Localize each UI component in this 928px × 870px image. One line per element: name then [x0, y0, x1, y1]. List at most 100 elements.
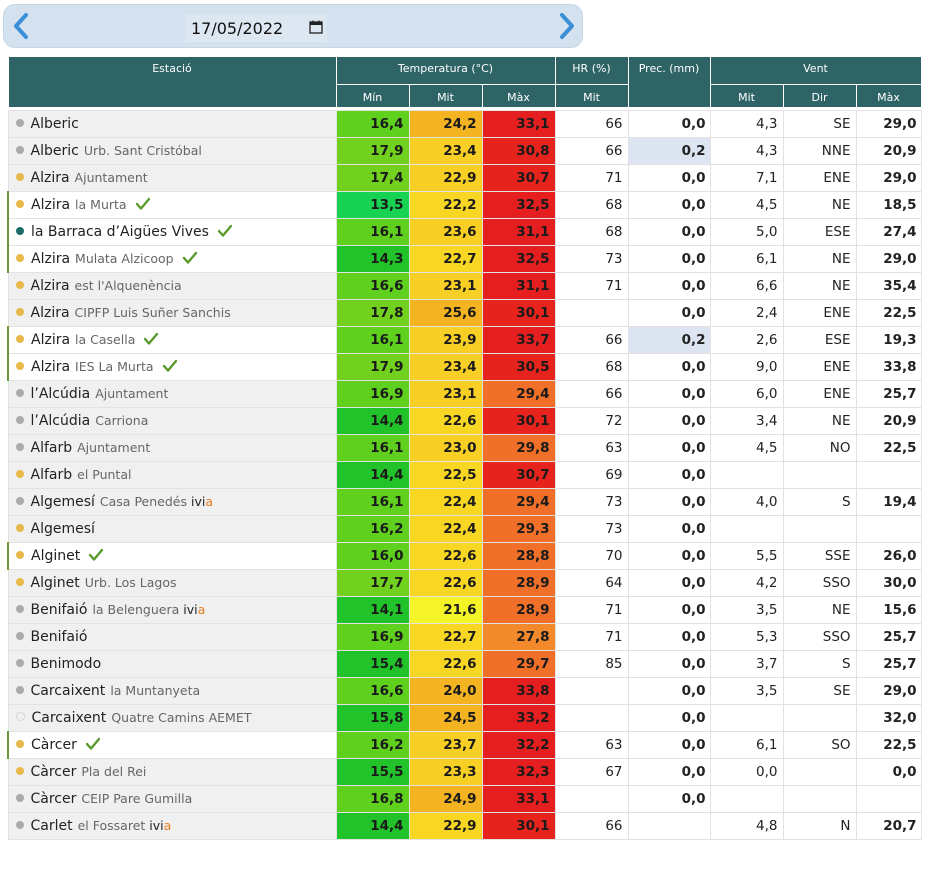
station-cell[interactable]: Alzira la Murta: [7, 191, 337, 219]
table-row[interactable]: Alzira la Casella 16,1 23,9 33,7 66 0,2 2,6 ESE 1…: [7, 326, 922, 354]
date-picker[interactable]: [185, 14, 327, 42]
header-temp-max[interactable]: Màx: [481, 84, 556, 108]
temp-mit-cell: 24,2: [408, 110, 483, 138]
station-cell[interactable]: Alfarb Ajuntament: [7, 434, 337, 462]
station-cell[interactable]: Benifaió la Belenguera ivia: [7, 596, 337, 624]
date-navigation-bar: [3, 4, 583, 48]
station-name[interactable]: Alzira: [31, 197, 71, 213]
header-station[interactable]: Estació: [7, 56, 337, 108]
header-temp-min[interactable]: Mín: [335, 84, 410, 108]
table-row[interactable]: Alzira Mulata Alzicoop 14,3 22,7 32,5 73 0,0 6,…: [7, 245, 922, 273]
station-cell[interactable]: Alginet: [7, 542, 337, 570]
station-cell[interactable]: Benifaió: [7, 623, 337, 651]
station-cell[interactable]: l’Alcúdia Ajuntament: [7, 380, 337, 408]
check-icon: [217, 224, 233, 237]
station-cell[interactable]: Càrcer Pla del Rei: [7, 758, 337, 786]
table-row[interactable]: l’Alcúdia Ajuntament 16,9 23,1 29,4 66 0,0 6,0 E…: [7, 380, 922, 408]
station-name[interactable]: Alzira: [30, 305, 70, 321]
table-row[interactable]: Alzira la Murta 13,5 22,2 32,5 68 0,0 4,5 NE 18,5: [7, 191, 922, 219]
station-cell[interactable]: Alzira est l'Alquenència: [7, 272, 337, 300]
station-cell[interactable]: Alzira IES La Murta: [7, 353, 337, 381]
table-row[interactable]: Algemesí Casa Penedés ivia 16,1 22,4 29,4 73 0,…: [7, 488, 922, 516]
table-row[interactable]: Càrcer 16,2 23,7 32,2 63 0,0 6,1 SO 22,5: [7, 731, 922, 759]
table-row[interactable]: Alginet Urb. Los Lagos 17,7 22,6 28,9 64 0,0 4,…: [7, 569, 922, 597]
station-cell[interactable]: la Barraca d’Aigües Vives: [7, 218, 337, 246]
station-cell[interactable]: Alginet Urb. Los Lagos: [7, 569, 337, 597]
station-cell[interactable]: Algemesí Casa Penedés ivia: [7, 488, 337, 516]
table-row[interactable]: Alzira Ajuntament 17,4 22,9 30,7 71 0,0 7,1 ENE 2…: [7, 164, 922, 192]
station-name[interactable]: Carcaixent: [31, 710, 107, 726]
table-row[interactable]: la Barraca d’Aigües Vives 16,1 23,6 31,1 68 0…: [7, 218, 922, 246]
header-precipitation[interactable]: Prec. (mm): [627, 56, 711, 108]
station-name[interactable]: Alzira: [30, 170, 70, 186]
table-row[interactable]: Alzira CIPFP Luis Suñer Sanchis 17,8 25,6 30…: [7, 299, 922, 327]
station-name[interactable]: Benifaió: [30, 602, 88, 618]
table-row[interactable]: Alfarb Ajuntament 16,1 23,0 29,8 63 0,0 4,5 NO 22…: [7, 434, 922, 462]
station-name[interactable]: Carcaixent: [30, 683, 106, 699]
table-row[interactable]: Alfarb el Puntal 14,4 22,5 30,7 69 0,0: [7, 461, 922, 489]
header-wind-mit[interactable]: Mit: [709, 84, 784, 108]
header-temp-mit[interactable]: Mit: [408, 84, 483, 108]
previous-day-button[interactable]: [8, 9, 34, 43]
table-row[interactable]: Càrcer CEIP Pare Gumilla 16,8 24,9 33,1 0,0: [7, 785, 922, 813]
table-row[interactable]: Carcaixent Quatre Camins AEMET 15,8 24,5 33,…: [7, 704, 922, 732]
station-name[interactable]: Algemesí: [30, 494, 95, 510]
table-row[interactable]: Alzira IES La Murta 17,9 23,4 30,5 68 0,0 9,0 EN…: [7, 353, 922, 381]
station-cell[interactable]: Benimodo: [7, 650, 337, 678]
table-row[interactable]: Càrcer Pla del Rei 15,5 23,3 32,3 67 0,0 0,0 0,0: [7, 758, 922, 786]
station-name[interactable]: Alfarb: [30, 467, 73, 483]
station-name[interactable]: l’Alcúdia: [30, 413, 91, 429]
table-row[interactable]: Benifaió la Belenguera ivia 14,1 21,6 28,9 71 0…: [7, 596, 922, 624]
station-cell[interactable]: Alberic Urb. Sant Cristóbal: [7, 137, 337, 165]
station-cell[interactable]: Càrcer CEIP Pare Gumilla: [7, 785, 337, 813]
station-name[interactable]: Benimodo: [30, 656, 102, 672]
station-name[interactable]: Carlet: [30, 818, 73, 834]
station-name[interactable]: Càrcer: [30, 791, 77, 807]
table-row[interactable]: Benifaió 16,9 22,7 27,8 71 0,0 5,3 SSO 25,7: [7, 623, 922, 651]
table-row[interactable]: Benimodo 15,4 22,6 29,7 85 0,0 3,7 S 25,7: [7, 650, 922, 678]
station-name[interactable]: Alzira: [30, 278, 70, 294]
station-name[interactable]: la Barraca d’Aigües Vives: [31, 224, 209, 240]
station-cell[interactable]: l’Alcúdia Carriona: [7, 407, 337, 435]
table-row[interactable]: Alberic 16,4 24,2 33,1 66 0,0 4,3 SE 29,0: [7, 110, 922, 138]
calendar-icon[interactable]: [309, 20, 323, 34]
station-cell[interactable]: Carlet el Fossaret ivia: [7, 812, 337, 840]
next-day-button[interactable]: [554, 9, 580, 43]
station-name[interactable]: Benifaió: [30, 629, 88, 645]
station-cell[interactable]: Alzira CIPFP Luis Suñer Sanchis: [7, 299, 337, 327]
station-cell[interactable]: Alfarb el Puntal: [7, 461, 337, 489]
station-cell[interactable]: Càrcer: [7, 731, 337, 759]
station-name[interactable]: Alzira: [31, 332, 71, 348]
table-row[interactable]: l’Alcúdia Carriona 14,4 22,6 30,1 72 0,0 3,4 NE 2…: [7, 407, 922, 435]
station-name[interactable]: Alzira: [31, 359, 71, 375]
station-cell[interactable]: Alzira Ajuntament: [7, 164, 337, 192]
station-name[interactable]: Algemesí: [30, 521, 95, 537]
table-row[interactable]: Alzira est l'Alquenència 16,6 23,1 31,1 71 0,0…: [7, 272, 922, 300]
station-cell[interactable]: Algemesí: [7, 515, 337, 543]
station-cell[interactable]: Alzira Mulata Alzicoop: [7, 245, 337, 273]
table-row[interactable]: Carcaixent la Muntanyeta 16,6 24,0 33,8 0,0 3,…: [7, 677, 922, 705]
station-name[interactable]: Càrcer: [31, 737, 77, 753]
header-wind-dir[interactable]: Dir: [782, 84, 857, 108]
station-name[interactable]: Alberic: [30, 116, 79, 132]
wind-mit-cell: 3,7: [709, 650, 784, 678]
header-wind-max[interactable]: Màx: [855, 84, 922, 108]
station-name[interactable]: l’Alcúdia: [30, 386, 91, 402]
header-hr-mit[interactable]: Mit: [554, 84, 629, 108]
station-name[interactable]: Alfarb: [30, 440, 73, 456]
station-name[interactable]: Alzira: [31, 251, 71, 267]
table-row[interactable]: Alginet 16,0 22,6 28,8 70 0,0 5,5 SSE 26,0: [7, 542, 922, 570]
station-name[interactable]: Alberic: [30, 143, 79, 159]
table-row[interactable]: Algemesí 16,2 22,4 29,3 73 0,0: [7, 515, 922, 543]
station-cell[interactable]: Carcaixent la Muntanyeta: [7, 677, 337, 705]
wind-dir-cell: NE: [782, 191, 857, 219]
station-name[interactable]: Càrcer: [30, 764, 77, 780]
table-row[interactable]: Carlet el Fossaret ivia 14,4 22,9 30,1 66 4,8 N 2…: [7, 812, 922, 840]
station-cell[interactable]: Alzira la Casella: [7, 326, 337, 354]
station-name[interactable]: Alginet: [30, 575, 80, 591]
station-name[interactable]: Alginet: [31, 548, 81, 564]
date-input[interactable]: [185, 18, 295, 38]
station-cell[interactable]: Carcaixent Quatre Camins AEMET: [7, 704, 337, 732]
station-cell[interactable]: Alberic: [7, 110, 337, 138]
table-row[interactable]: Alberic Urb. Sant Cristóbal 17,9 23,4 30,8 66…: [7, 137, 922, 165]
